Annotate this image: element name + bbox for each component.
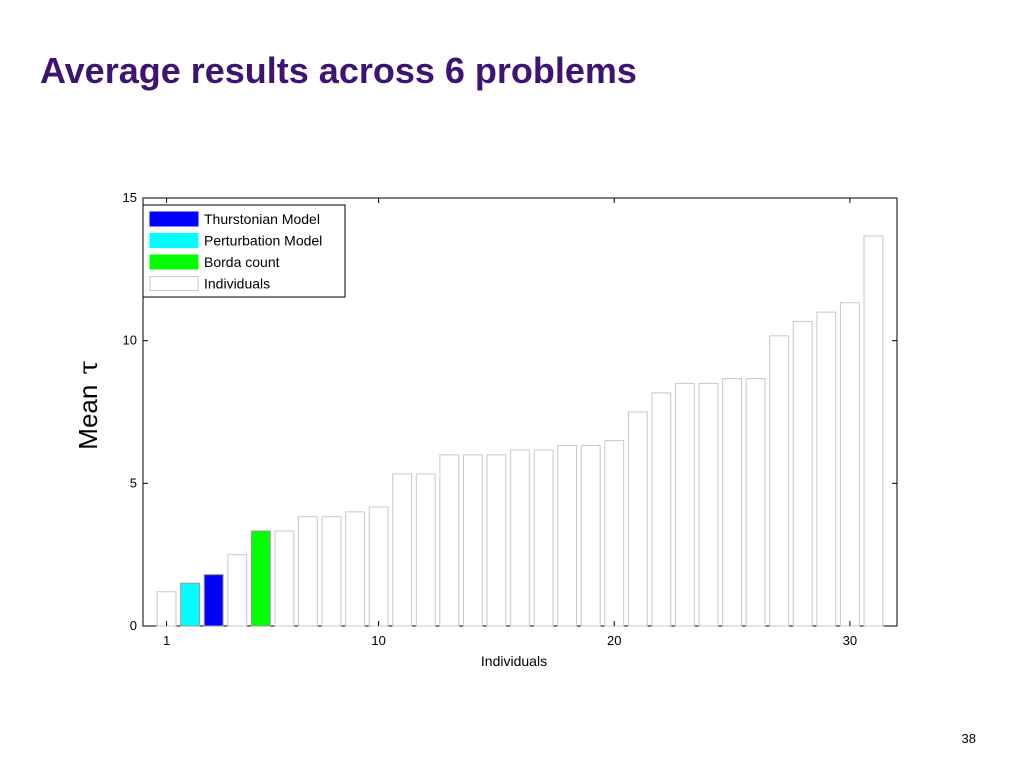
bar-5 <box>250 530 271 627</box>
bar-25 <box>722 378 742 627</box>
x-tick-label-20: 20 <box>607 633 621 648</box>
bar-2 <box>180 582 201 627</box>
bar-27 <box>769 335 790 627</box>
bar-23 <box>675 382 695 627</box>
legend-swatch-borda <box>149 254 199 270</box>
bar-18 <box>557 444 578 627</box>
y-tick-label-5: 5 <box>130 475 137 490</box>
bar-3 <box>203 574 224 627</box>
ticks-group: 0 5 10 15 1 10 20 30 <box>123 190 897 648</box>
legend-label-borda: Borda count <box>204 254 280 270</box>
bar-14 <box>462 454 483 627</box>
bar-9 <box>345 511 365 627</box>
bar-8 <box>321 516 342 627</box>
bar-6 <box>274 530 295 627</box>
bar-1 <box>156 591 177 627</box>
bar-15 <box>486 454 507 627</box>
bar-31 <box>863 235 884 627</box>
legend-label-individuals: Individuals <box>204 276 270 292</box>
bar-28 <box>792 321 813 627</box>
x-axis-label: Individuals <box>481 653 547 669</box>
x-tick-label-10: 10 <box>371 633 385 648</box>
legend-swatch-perturbation <box>149 233 199 248</box>
legend: Thurstonian Model Perturbation Model Borda… <box>142 204 346 298</box>
y-axis-label-text: Mean <box>73 385 103 450</box>
bar-4 <box>227 554 248 627</box>
bar-24 <box>698 382 719 627</box>
bar-11 <box>392 473 413 627</box>
bar-22 <box>651 392 672 627</box>
bar-16 <box>510 449 530 627</box>
x-tick-label-30: 30 <box>843 633 857 648</box>
y-axis-label-symbol: τ <box>74 360 104 374</box>
x-tick-label-1: 1 <box>163 633 170 648</box>
bar-13 <box>439 454 460 627</box>
bar-7 <box>298 516 318 627</box>
bars-group <box>156 235 884 627</box>
bar-19 <box>580 444 601 627</box>
bar-21 <box>627 411 648 627</box>
bar-29 <box>816 311 837 627</box>
y-tick-label-10: 10 <box>123 333 137 348</box>
page-number: 38 <box>961 731 976 746</box>
bar-10 <box>368 506 389 627</box>
bar-26 <box>745 378 766 627</box>
slide-title: Average results across 6 problems <box>40 50 637 91</box>
bar-30 <box>839 302 860 627</box>
legend-swatch-thurstonian <box>149 211 199 227</box>
y-axis-label: Mean τ <box>73 360 104 449</box>
legend-label-thurstonian: Thurstonian Model <box>204 211 320 227</box>
legend-swatch-individuals <box>149 276 199 291</box>
bar-12 <box>415 473 436 627</box>
y-tick-label-0: 0 <box>130 618 137 633</box>
legend-label-perturbation: Perturbation Model <box>204 233 322 249</box>
bar-17 <box>533 449 554 627</box>
y-tick-label-15: 15 <box>123 190 137 205</box>
bar-20 <box>604 440 625 627</box>
